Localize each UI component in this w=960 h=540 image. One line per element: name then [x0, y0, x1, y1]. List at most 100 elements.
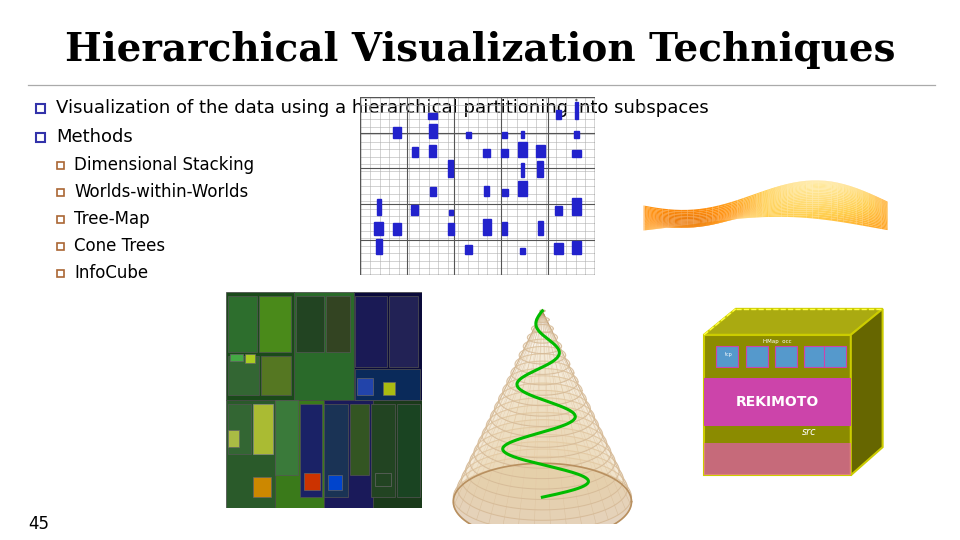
Polygon shape — [863, 217, 869, 220]
Polygon shape — [737, 202, 744, 206]
Polygon shape — [737, 217, 744, 219]
Polygon shape — [850, 189, 856, 192]
Polygon shape — [787, 213, 794, 215]
Polygon shape — [744, 214, 750, 217]
Polygon shape — [744, 215, 750, 217]
Polygon shape — [643, 227, 650, 228]
Polygon shape — [643, 206, 650, 209]
Polygon shape — [831, 209, 837, 212]
Polygon shape — [687, 215, 694, 217]
Polygon shape — [800, 192, 806, 194]
Polygon shape — [707, 224, 712, 225]
Polygon shape — [744, 208, 750, 212]
Bar — [324, 404, 348, 497]
Polygon shape — [675, 226, 682, 227]
Polygon shape — [844, 213, 850, 217]
Bar — [393, 223, 400, 235]
Bar — [396, 404, 420, 497]
Polygon shape — [800, 210, 806, 212]
Text: Tree-Map: Tree-Map — [74, 210, 150, 228]
Polygon shape — [769, 201, 775, 205]
Bar — [538, 161, 543, 177]
Polygon shape — [850, 186, 856, 188]
Polygon shape — [787, 195, 794, 199]
Polygon shape — [643, 226, 650, 227]
Polygon shape — [719, 212, 725, 215]
Polygon shape — [744, 207, 750, 211]
Polygon shape — [700, 224, 707, 225]
Bar — [357, 378, 373, 395]
Text: -1: -1 — [714, 265, 720, 269]
Polygon shape — [668, 219, 675, 221]
Polygon shape — [881, 220, 888, 224]
Polygon shape — [781, 204, 787, 207]
Polygon shape — [781, 209, 787, 211]
Polygon shape — [850, 209, 856, 213]
Polygon shape — [806, 183, 812, 184]
Polygon shape — [643, 215, 650, 218]
Polygon shape — [719, 220, 725, 223]
Polygon shape — [800, 198, 806, 200]
Polygon shape — [462, 449, 623, 510]
Polygon shape — [794, 184, 800, 186]
Polygon shape — [700, 225, 707, 226]
Polygon shape — [707, 222, 712, 225]
Polygon shape — [725, 210, 732, 213]
Polygon shape — [750, 204, 756, 208]
Polygon shape — [650, 226, 656, 227]
Bar — [574, 102, 578, 119]
Polygon shape — [850, 213, 856, 217]
Polygon shape — [707, 220, 712, 222]
Polygon shape — [682, 224, 687, 225]
Polygon shape — [719, 221, 725, 223]
Polygon shape — [844, 205, 850, 209]
Polygon shape — [819, 214, 825, 218]
Bar — [36, 104, 44, 112]
Polygon shape — [700, 222, 707, 224]
Polygon shape — [744, 216, 750, 218]
Polygon shape — [756, 196, 762, 200]
Polygon shape — [725, 215, 732, 218]
Polygon shape — [750, 212, 756, 214]
Bar — [538, 221, 543, 235]
Polygon shape — [719, 217, 725, 219]
Polygon shape — [819, 201, 825, 204]
Polygon shape — [800, 183, 806, 185]
Polygon shape — [737, 206, 744, 210]
Polygon shape — [725, 219, 732, 221]
Polygon shape — [800, 181, 806, 182]
Polygon shape — [831, 187, 837, 189]
Polygon shape — [881, 222, 888, 226]
Polygon shape — [750, 206, 756, 210]
Polygon shape — [781, 211, 787, 212]
Polygon shape — [800, 197, 806, 199]
Polygon shape — [819, 192, 825, 194]
Bar — [246, 354, 255, 363]
Polygon shape — [744, 208, 750, 211]
Bar — [572, 241, 581, 254]
Polygon shape — [850, 186, 856, 189]
Polygon shape — [656, 225, 662, 226]
Text: -2: -2 — [665, 265, 671, 269]
Polygon shape — [800, 205, 806, 208]
Polygon shape — [700, 225, 707, 226]
Polygon shape — [787, 188, 794, 191]
Polygon shape — [662, 212, 668, 214]
Polygon shape — [819, 184, 825, 185]
Polygon shape — [863, 191, 869, 194]
Polygon shape — [650, 223, 656, 225]
Bar — [226, 292, 295, 400]
Text: HMap  occ: HMap occ — [763, 339, 792, 344]
Polygon shape — [732, 218, 737, 220]
Polygon shape — [812, 188, 819, 190]
Polygon shape — [694, 224, 700, 225]
Polygon shape — [732, 212, 737, 216]
Polygon shape — [737, 217, 744, 219]
Polygon shape — [819, 191, 825, 193]
Polygon shape — [819, 217, 825, 220]
Polygon shape — [856, 220, 863, 224]
Polygon shape — [844, 191, 850, 194]
Polygon shape — [800, 188, 806, 190]
Polygon shape — [825, 196, 831, 199]
Polygon shape — [762, 214, 769, 215]
